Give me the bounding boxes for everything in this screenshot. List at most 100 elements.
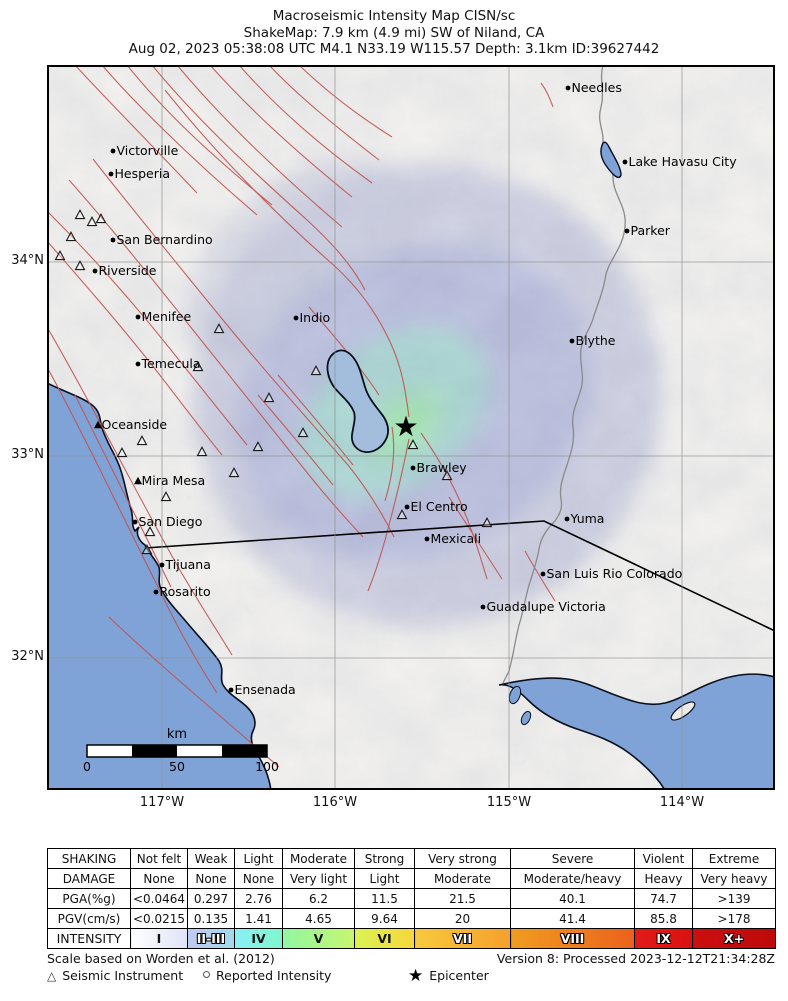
table-cell: Violent (634, 848, 693, 869)
city-dot (565, 85, 571, 91)
city-label: Yuma (570, 511, 605, 526)
city-dot (410, 465, 416, 471)
station-triangle-icon (192, 361, 204, 372)
fault-lines (47, 65, 556, 768)
lat-tick-label: 32°N (11, 649, 44, 664)
city-dot (424, 536, 430, 542)
station-triangle-icon (54, 250, 66, 261)
scalebar-tick: 0 (83, 759, 91, 774)
intensity-overlay (181, 155, 662, 626)
city-label: Tijuana (165, 557, 211, 572)
table-cell: 4.65 (282, 908, 355, 929)
city-dot (110, 237, 116, 243)
city-label: Brawley (417, 460, 468, 475)
city-label: Temecula (141, 356, 201, 371)
intensity-cell: IX (634, 928, 693, 949)
table-cell: 0.135 (187, 908, 235, 929)
station-triangle-icon (65, 231, 77, 242)
legend-label: Seismic Instrument (62, 968, 184, 983)
table-cell: Extreme (692, 848, 776, 869)
city-dot (480, 604, 486, 610)
city-station-marker (134, 476, 142, 485)
table-cell: 11.5 (354, 888, 415, 909)
city-labels: Needles Lake Havasu City Parker Victorville… (92, 80, 737, 697)
intensity-cell: IV (234, 928, 283, 949)
city-label: Guadalupe Victoria (487, 599, 606, 614)
map-frame (47, 65, 775, 790)
city-label: San Luis Rio Colorado (547, 566, 683, 581)
table-cell: Severe (510, 848, 635, 869)
station-triangle-icon (310, 365, 322, 376)
city-label: Victorville (117, 143, 179, 158)
city-label: Ensenada (235, 682, 296, 697)
station-triangle-icon (213, 323, 225, 334)
lon-tick-label: 114°W (659, 795, 705, 810)
pacific-ocean (47, 382, 272, 790)
table-cell: 2.76 (234, 888, 283, 909)
station-triangle-icon (228, 467, 240, 478)
lake-havasu (600, 141, 622, 179)
epicenter-star (395, 415, 417, 437)
table-cell: Light (354, 868, 415, 889)
station-triangle-icon (396, 509, 408, 520)
row-label: SHAKING (47, 848, 131, 869)
intensity-cell: V (282, 928, 355, 949)
intensity-cell: II-III (187, 928, 235, 949)
station-triangle-icon (160, 491, 172, 502)
station-triangle-icon (481, 517, 493, 528)
table-cell: 6.2 (282, 888, 355, 909)
city-dot (540, 571, 546, 577)
lon-tick-label: 115°W (486, 795, 532, 810)
table-cell: Very heavy (692, 868, 776, 889)
city-label: Hesperia (115, 166, 171, 181)
station-triangle-icon (95, 213, 107, 224)
city-label: Needles (572, 80, 622, 95)
table-cell: Moderate/heavy (510, 868, 635, 889)
station-triangle-icon (441, 470, 453, 481)
station-triangle-icon (74, 260, 86, 271)
table-cell: Moderate (282, 848, 355, 869)
table-cell: Heavy (634, 868, 693, 889)
station-triangle-icon (407, 439, 419, 450)
intensity-scale-table: SHAKING Not felt Weak Light Moderate Strong Ve… (47, 848, 776, 949)
table-cell: None (130, 868, 188, 889)
city-label: San Bernardino (117, 232, 213, 247)
table-cell: 85.8 (634, 908, 693, 929)
table-cell: >139 (692, 888, 776, 909)
row-label: INTENSITY (47, 928, 131, 949)
city-dot (153, 589, 159, 595)
table-cell: 20 (414, 908, 511, 929)
table-cell: 41.4 (510, 908, 635, 929)
intensity-cell: VII (414, 928, 511, 949)
circle-icon (203, 971, 210, 978)
city-label: El Centro (411, 499, 468, 514)
intensity-cell: I (130, 928, 188, 949)
table-cell: Strong (354, 848, 415, 869)
city-dot (135, 314, 141, 320)
row-label: PGA(%g) (47, 888, 131, 909)
graticule (47, 65, 775, 790)
lat-tick-label: 33°N (11, 447, 44, 462)
table-cell: Very light (282, 868, 355, 889)
station-triangle-icon (136, 435, 148, 446)
salton-sea (326, 349, 389, 453)
table-cell: 1.41 (234, 908, 283, 929)
city-label: Blythe (576, 333, 616, 348)
triangle-icon: △ (47, 969, 57, 983)
city-label: Indio (300, 310, 331, 325)
city-dot (404, 504, 410, 510)
table-cell: <0.0215 (130, 908, 188, 929)
city-dot (108, 171, 114, 177)
scalebar-tick: 50 (169, 759, 185, 774)
city-dot (135, 361, 141, 367)
seismic-stations (54, 209, 493, 555)
event-info-line: Aug 02, 2023 05:38:08 UTC M4.1 N33.19 W1… (128, 41, 660, 57)
gulf-island (670, 701, 696, 721)
city-dot (624, 228, 630, 234)
city-label: Riverside (99, 263, 157, 278)
table-cell: 40.1 (510, 888, 635, 909)
station-triangle-icon (74, 209, 86, 220)
city-label: San Diego (139, 514, 203, 529)
map-canvas: Needles Lake Havasu City Parker Victorville… (47, 65, 775, 790)
